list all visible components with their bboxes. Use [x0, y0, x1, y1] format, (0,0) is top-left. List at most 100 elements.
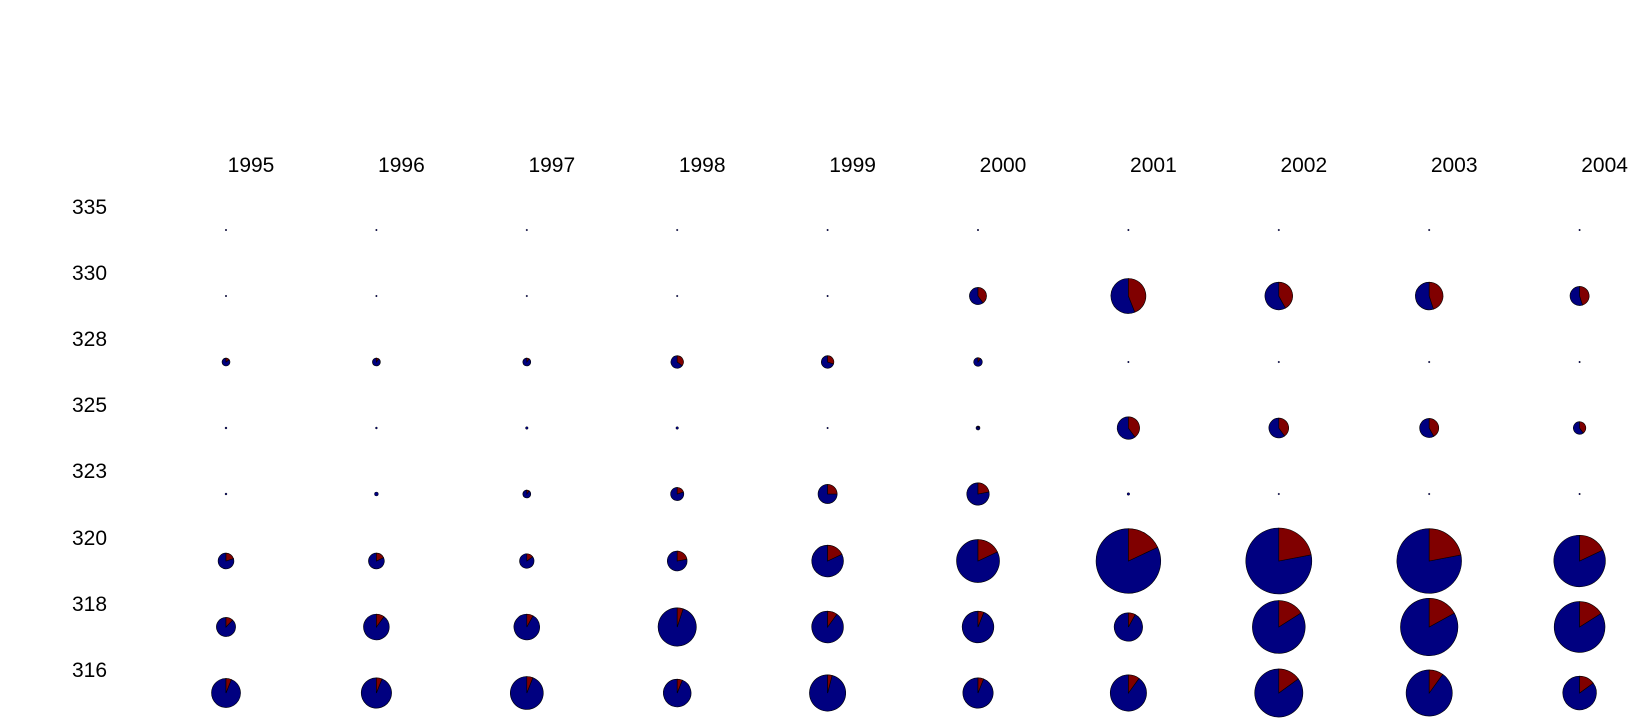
pie-335-1998	[676, 228, 679, 231]
pie-slice-series2	[225, 678, 232, 694]
row-label-318: 318	[72, 593, 107, 616]
pie-slice-series1	[826, 427, 829, 430]
pie-slice-series2	[977, 357, 981, 363]
pie-slice-series2	[526, 676, 534, 694]
pie-slice-series2	[1278, 668, 1299, 694]
pie-323-2000	[966, 482, 990, 506]
pie-slice-series2	[977, 677, 984, 694]
pie-slice-series2	[1278, 417, 1289, 437]
pie-slice-series1	[977, 228, 980, 231]
pie-325-2003	[1419, 418, 1440, 438]
pie-325-1998	[675, 426, 679, 430]
pie-slice-series1	[1127, 361, 1130, 364]
pie-323-1995	[224, 492, 228, 496]
pie-slice-series1	[374, 491, 379, 497]
pie-slice-series1	[1116, 416, 1136, 440]
pie-slice-series1	[961, 610, 995, 644]
pie-318-1996	[363, 613, 390, 641]
pie-316-2002	[1254, 668, 1304, 718]
pie-slice-series1	[826, 228, 829, 231]
pie-slice-series2	[1278, 600, 1302, 628]
pie-slice-series1	[1268, 417, 1286, 439]
pie-slice-series2	[827, 355, 835, 365]
pie-slice-series2	[676, 550, 688, 562]
pie-316-1995	[211, 678, 241, 708]
row-label-328: 328	[72, 328, 107, 351]
pie-316-2004	[1562, 675, 1597, 711]
pie-323-2001	[1126, 492, 1130, 496]
row-label-320: 320	[72, 527, 107, 550]
pie-318-1999	[811, 610, 844, 644]
pie-316-1996	[360, 677, 392, 709]
pie-328-2004	[1578, 361, 1581, 364]
pie-slice-series2	[526, 357, 530, 363]
row-label-325: 325	[72, 394, 107, 417]
pie-slice-series2	[827, 484, 838, 495]
pie-323-1999	[817, 484, 838, 504]
column-label-1998: 1998	[679, 154, 726, 177]
pie-slice-series1	[224, 228, 227, 231]
pie-328-2003	[1428, 361, 1431, 364]
pie-323-1998	[670, 487, 685, 501]
pie-slice-series2	[225, 357, 230, 363]
pie-slice-series1	[1277, 493, 1280, 496]
row-label-323: 323	[72, 460, 107, 483]
pie-slice-series2	[376, 552, 384, 562]
pie-slice-series2	[1428, 669, 1444, 694]
pie-328-1999	[821, 355, 835, 369]
pie-330-2001	[1110, 278, 1147, 314]
pie-slice-series2	[526, 553, 534, 562]
pie-328-1996	[372, 357, 381, 367]
pie-slice-series1	[1126, 492, 1130, 496]
pie-330-2002	[1264, 281, 1293, 311]
pie-slice-series2	[676, 678, 683, 694]
pie-slice-series2	[1579, 534, 1604, 562]
pie-325-2000	[975, 425, 981, 431]
pie-slice-series2	[827, 544, 843, 562]
column-label-2003: 2003	[1431, 154, 1478, 177]
pie-320-1998	[667, 550, 688, 572]
pie-slice-series1	[966, 482, 990, 506]
pie-slice-series2	[376, 613, 385, 628]
pie-slice-series1	[224, 426, 228, 430]
pie-318-2000	[961, 610, 995, 644]
pie-320-2002	[1245, 527, 1313, 595]
pie-slice-series2	[1278, 281, 1293, 309]
pie-slice-series2	[1579, 675, 1594, 694]
pie-slice-series1	[1428, 361, 1431, 364]
pie-slice-series2	[977, 610, 985, 628]
column-label-2002: 2002	[1280, 154, 1327, 177]
pie-slice-series1	[1264, 281, 1286, 311]
pie-slice-series2	[1428, 281, 1444, 310]
pie-slice-series1	[525, 426, 529, 430]
pie-slice-series1	[217, 552, 235, 570]
column-label-1996: 1996	[378, 154, 425, 177]
pie-slice-series2	[1428, 418, 1440, 437]
pie-320-2000	[956, 539, 1000, 583]
pie-325-2001	[1116, 416, 1140, 440]
pie-slice-series1	[1127, 228, 1130, 231]
pie-slice-series1	[525, 228, 528, 231]
pie-slice-series2	[977, 482, 990, 495]
pie-318-2004	[1553, 601, 1606, 653]
pie-slice-series2	[977, 539, 998, 562]
pie-slice-series1	[375, 295, 378, 298]
pie-316-2000	[962, 677, 994, 709]
pie-318-1995	[216, 617, 236, 637]
pie-320-1997	[519, 553, 535, 569]
pie-335-2003	[1428, 228, 1431, 231]
pie-330-1996	[375, 295, 378, 298]
pie-325-2004	[1573, 421, 1587, 435]
pie-323-1996	[374, 491, 379, 497]
pie-slice-series1	[510, 676, 544, 710]
pie-335-2002	[1277, 228, 1280, 231]
pie-slice-series1	[675, 426, 679, 430]
pie-cells	[211, 228, 1606, 718]
pie-slice-series1	[1578, 361, 1581, 364]
pie-316-1999	[809, 674, 847, 712]
pie-328-2000	[973, 357, 983, 367]
pie-318-1997	[513, 613, 540, 641]
pie-slice-series2	[977, 425, 980, 429]
pie-325-1995	[224, 426, 228, 430]
pie-335-2001	[1127, 228, 1130, 231]
